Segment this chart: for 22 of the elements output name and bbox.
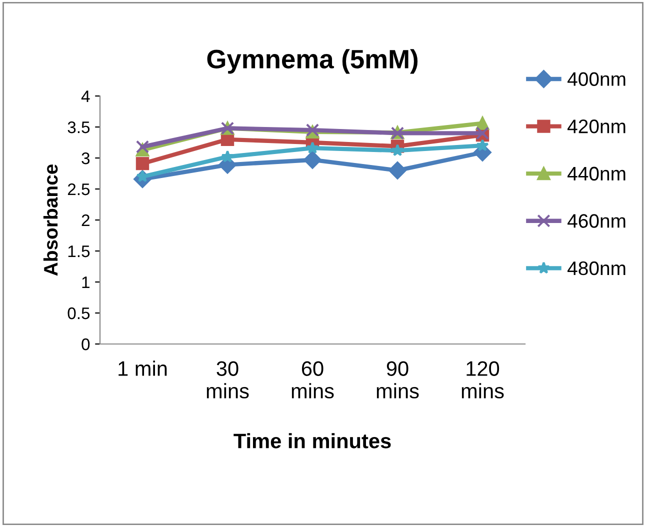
x-tick-label: 120 mins	[462, 361, 504, 398]
legend-label: 440nm	[568, 166, 626, 181]
x-tick-label: 1 min	[118, 360, 167, 376]
y-tick-label: 3.5	[68, 121, 90, 134]
y-tick-label: 1	[82, 276, 90, 288]
x-tick-label: 30 mins	[206, 361, 249, 398]
x-tick-label: 90 mins	[376, 361, 419, 398]
legend-label: 480nm	[568, 261, 626, 276]
y-axis-title: Absorbance	[43, 164, 58, 276]
chart-title: Gymnema (5mM)	[207, 49, 418, 74]
y-tick-label: 3	[82, 152, 90, 164]
y-tick-label: 0.5	[68, 307, 90, 320]
y-tick-label: 4	[81, 90, 90, 102]
x-tick-label: 60 mins	[292, 361, 334, 398]
legend-label: 420nm	[568, 120, 626, 134]
y-tick-label: 1.5	[68, 246, 90, 258]
y-tick-label: 2.5	[68, 183, 90, 196]
y-tick-label: 0	[82, 338, 90, 350]
x-axis-title: Time in minutes	[234, 433, 391, 448]
y-tick-label: 2	[82, 214, 90, 226]
legend-label: 400nm	[568, 72, 626, 86]
legend-label: 460nm	[568, 214, 626, 228]
